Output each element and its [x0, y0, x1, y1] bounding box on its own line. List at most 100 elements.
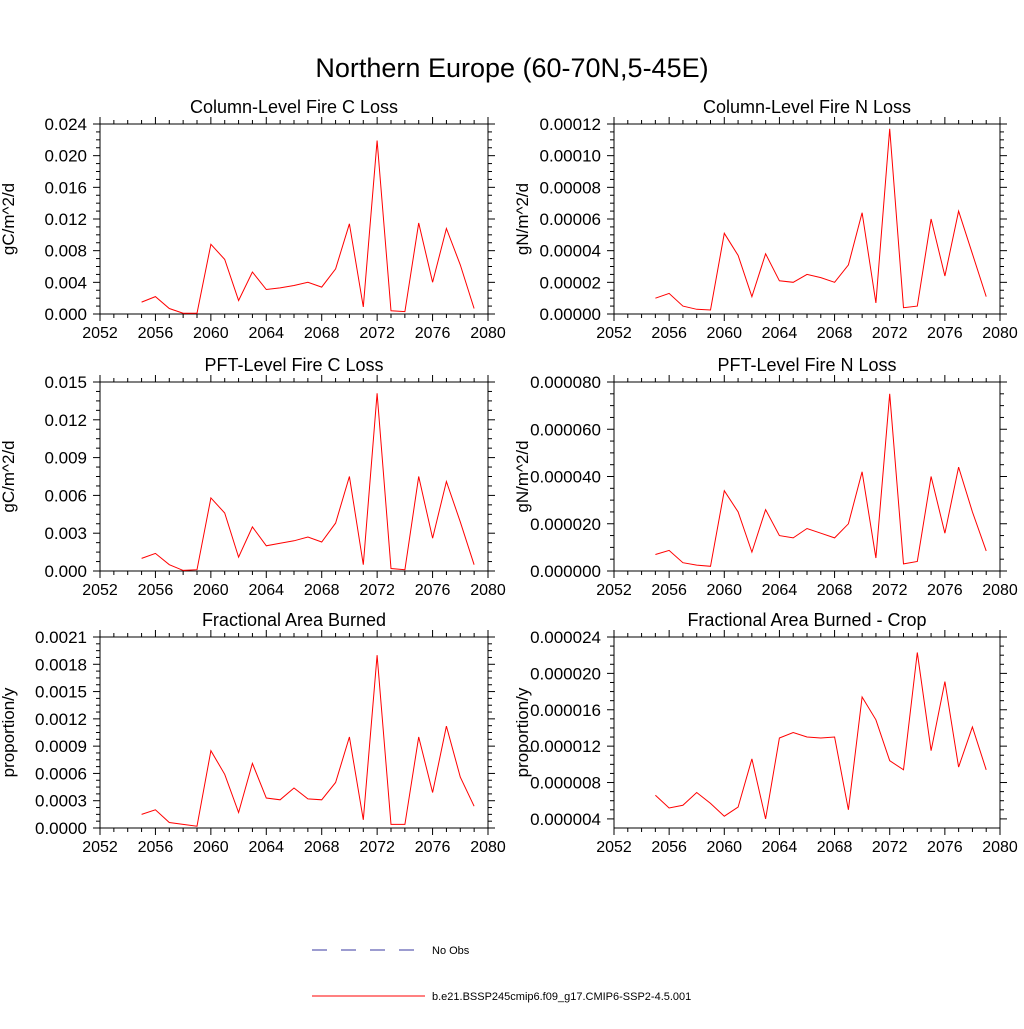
y-axis-label: gC/m^2/d: [0, 183, 18, 255]
x-tick-label: 2064: [762, 325, 798, 342]
panel-2: 2052 2056 2060 2064 2068 2072 2076 2080 0.00000 0…: [513, 97, 1018, 342]
y-tick-label: 0.00010: [540, 147, 601, 166]
x-tick-label: 2052: [596, 582, 632, 599]
panel-title: PFT-Level Fire C Loss: [204, 355, 383, 375]
panel-3: 2052 2056 2060 2064 2068 2072 2076 2080 0.000 0.0…: [0, 355, 506, 599]
y-axis-label: proportion/y: [0, 687, 18, 777]
y-axis-label: proportion/y: [513, 687, 532, 777]
x-tick-label: 2076: [415, 839, 451, 856]
panel-4: 2052 2056 2060 2064 2068 2072 2076 2080 0.000000…: [513, 355, 1018, 599]
x-tick-label: 2076: [415, 582, 451, 599]
plot-frame: [99, 636, 489, 829]
x-tick-label: 2068: [817, 582, 853, 599]
x-tick-label: 2072: [872, 839, 908, 856]
x-tick-label: 2052: [596, 325, 632, 342]
x-tick-label: 2080: [982, 839, 1018, 856]
x-tick-label: 2056: [138, 839, 174, 856]
panel-title: Column-Level Fire C Loss: [190, 97, 398, 117]
x-tick-label: 2072: [359, 839, 395, 856]
x-tick-label: 2080: [982, 325, 1018, 342]
x-tick-label: 2056: [651, 582, 687, 599]
y-tick-label: 0.0021: [35, 628, 87, 647]
x-tick-label: 2052: [82, 839, 118, 856]
x-tick-label: 2056: [138, 325, 174, 342]
y-tick-label: 0.000024: [530, 628, 601, 647]
x-tick-label: 2060: [706, 582, 742, 599]
x-tick-label: 2064: [248, 582, 284, 599]
x-tick-label: 2052: [596, 839, 632, 856]
y-tick-label: 0.015: [44, 373, 87, 392]
y-tick-label: 0.0012: [35, 710, 87, 729]
y-tick-label: 0.000: [44, 562, 87, 581]
x-tick-label: 2080: [470, 582, 506, 599]
y-tick-label: 0.0009: [35, 737, 87, 756]
x-tick-label: 2052: [82, 325, 118, 342]
x-tick-label: 2068: [817, 839, 853, 856]
x-tick-label: 2068: [304, 325, 340, 342]
x-tick-label: 2080: [982, 582, 1018, 599]
y-axis-label: gC/m^2/d: [0, 440, 18, 512]
panel-title: PFT-Level Fire N Loss: [717, 355, 896, 375]
y-tick-label: 0.00006: [540, 210, 601, 229]
series-line: [655, 652, 987, 820]
legend: No Obs b.e21.BSSP245cmip6.f09_g17.CMIP6-…: [312, 945, 691, 1003]
y-axis-label: gN/m^2/d: [513, 183, 532, 255]
x-tick-label: 2072: [359, 325, 395, 342]
plot-frame: [613, 381, 1001, 572]
panel-5: 2052 2056 2060 2064 2068 2072 2076 2080 0.0000 0.…: [0, 610, 506, 856]
x-tick-label: 2060: [706, 839, 742, 856]
figure-title: Northern Europe (60-70N,5-45E): [315, 53, 708, 83]
x-tick-label: 2076: [927, 325, 963, 342]
x-tick-label: 2056: [138, 582, 174, 599]
legend-obs-label: No Obs: [432, 945, 470, 957]
y-tick-label: 0.020: [44, 147, 87, 166]
x-tick-label: 2072: [872, 325, 908, 342]
x-tick-label: 2056: [651, 325, 687, 342]
x-tick-label: 2060: [193, 582, 229, 599]
x-tick-label: 2068: [304, 582, 340, 599]
y-tick-label: 0.0006: [35, 764, 87, 783]
y-tick-label: 0.024: [44, 115, 87, 134]
y-tick-label: 0.000004: [530, 810, 601, 829]
x-tick-label: 2076: [927, 582, 963, 599]
x-tick-label: 2060: [193, 325, 229, 342]
x-tick-label: 2064: [762, 582, 798, 599]
y-tick-label: 0.008: [44, 242, 87, 261]
x-tick-label: 2068: [817, 325, 853, 342]
y-tick-label: 0.009: [44, 449, 87, 468]
series-line: [141, 140, 475, 314]
y-tick-label: 0.000: [44, 305, 87, 324]
plot-frame: [613, 123, 1001, 315]
y-tick-label: 0.000080: [530, 373, 601, 392]
panel-6: 2052 2056 2060 2064 2068 2072 2076 2080 0.000004…: [513, 610, 1018, 856]
plot-frame: [613, 636, 1001, 829]
panel-1: 2052 2056 2060 2064 2068 2072 2076 2080 0.000 0.0…: [0, 97, 506, 342]
x-tick-label: 2068: [304, 839, 340, 856]
y-tick-label: 0.016: [44, 178, 87, 197]
y-tick-label: 0.000000: [530, 562, 601, 581]
y-tick-label: 0.00008: [540, 178, 601, 197]
series-line: [141, 655, 475, 827]
x-tick-label: 2072: [872, 582, 908, 599]
x-tick-label: 2060: [193, 839, 229, 856]
y-tick-label: 0.00012: [540, 115, 601, 134]
x-tick-label: 2064: [762, 839, 798, 856]
panel-title: Fractional Area Burned - Crop: [687, 610, 926, 630]
x-tick-label: 2076: [927, 839, 963, 856]
y-tick-label: 0.000060: [530, 420, 601, 439]
panel-title: Fractional Area Burned: [202, 610, 386, 630]
y-tick-label: 0.003: [44, 524, 87, 543]
x-tick-label: 2056: [651, 839, 687, 856]
y-tick-label: 0.004: [44, 273, 87, 292]
series-line: [655, 128, 987, 311]
y-tick-label: 0.000012: [530, 737, 601, 756]
y-tick-label: 0.012: [44, 210, 87, 229]
panel-title: Column-Level Fire N Loss: [703, 97, 911, 117]
x-tick-label: 2064: [248, 325, 284, 342]
series-line: [141, 393, 475, 571]
legend-model-label: b.e21.BSSP245cmip6.f09_g17.CMIP6-SSP2-4.…: [432, 991, 691, 1003]
y-tick-label: 0.0003: [35, 792, 87, 811]
plot-frame: [99, 381, 489, 572]
series-line: [655, 393, 987, 567]
